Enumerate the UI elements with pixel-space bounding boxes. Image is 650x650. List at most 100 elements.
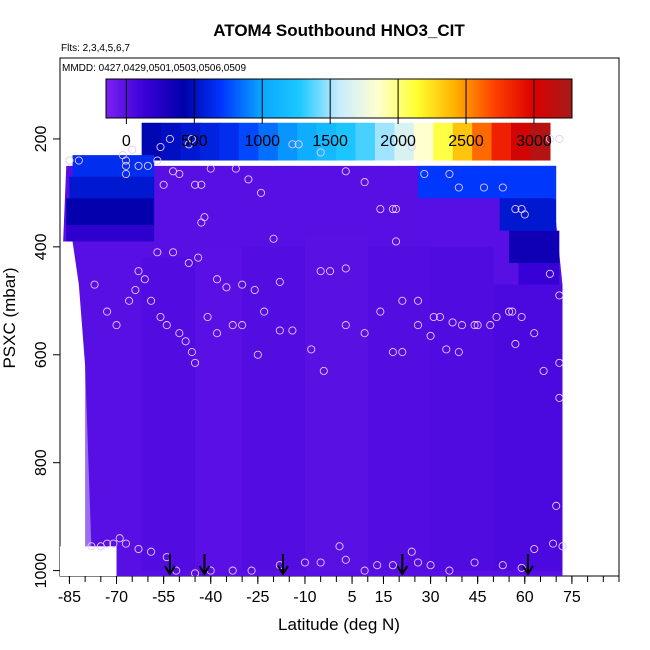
x-axis-label: Latitude (deg N) bbox=[278, 615, 400, 634]
heatmap-cell bbox=[355, 122, 376, 161]
colorbar-tick-label: 2000 bbox=[380, 133, 416, 150]
heatmap-cell bbox=[491, 122, 512, 161]
sample-point bbox=[341, 555, 350, 564]
sample-points-layer bbox=[65, 134, 567, 576]
sample-point bbox=[222, 283, 231, 292]
sample-point bbox=[341, 167, 350, 176]
sample-point bbox=[360, 329, 369, 338]
sample-point bbox=[247, 566, 256, 575]
y-tick-label: 400 bbox=[33, 233, 50, 260]
x-axis: -85 -70 -55 -40 -25 -10 5 15 30 45 60 75 bbox=[58, 576, 620, 606]
sample-point bbox=[505, 307, 514, 316]
sample-point bbox=[407, 547, 416, 556]
sample-point bbox=[203, 312, 212, 322]
sample-point bbox=[307, 345, 316, 354]
sample-point bbox=[147, 296, 156, 305]
sample-point bbox=[260, 307, 269, 316]
sample-point bbox=[153, 156, 162, 165]
sample-point bbox=[555, 134, 564, 143]
heatmap-cell bbox=[180, 122, 201, 161]
heatmap-band bbox=[430, 246, 494, 571]
x-tick-label: -25 bbox=[246, 589, 269, 606]
sample-point bbox=[376, 205, 385, 214]
sample-point bbox=[87, 542, 96, 551]
heatmap-cell bbox=[413, 122, 434, 161]
sample-point bbox=[555, 291, 564, 300]
x-tick-label: 60 bbox=[516, 589, 534, 606]
heatmap-cell bbox=[297, 122, 318, 161]
sample-point bbox=[103, 539, 112, 548]
sample-point bbox=[256, 188, 266, 197]
colorbar-tick-label: 2500 bbox=[448, 133, 484, 150]
sample-point bbox=[125, 296, 134, 305]
heatmap-band bbox=[367, 246, 431, 571]
flight-marker-head bbox=[277, 565, 289, 576]
sample-point bbox=[341, 264, 350, 273]
colorbar-tick-label: 500 bbox=[181, 133, 208, 150]
sample-point bbox=[300, 558, 310, 567]
sample-point bbox=[426, 561, 435, 570]
sample-point bbox=[445, 169, 454, 179]
heatmap-cell bbox=[199, 122, 221, 161]
heatmap-cell bbox=[66, 198, 155, 226]
sample-point bbox=[341, 321, 350, 330]
flights-note: Flts: 2,3,4,5,6,7 bbox=[61, 43, 130, 54]
sample-point bbox=[360, 566, 369, 575]
sample-point bbox=[253, 350, 262, 359]
sample-point bbox=[498, 183, 507, 192]
sample-point bbox=[435, 312, 445, 322]
y-tick-label: 200 bbox=[33, 125, 50, 152]
sample-point bbox=[175, 169, 184, 179]
sample-point bbox=[413, 321, 423, 330]
sample-point bbox=[121, 161, 130, 170]
sample-point bbox=[156, 312, 165, 322]
sample-point bbox=[530, 544, 539, 554]
heatmap-cell bbox=[219, 122, 240, 161]
flight-marker-head bbox=[198, 565, 211, 576]
sample-point bbox=[134, 267, 143, 276]
x-tick-label: -70 bbox=[105, 589, 128, 606]
sample-point bbox=[457, 321, 467, 330]
heatmap-cell bbox=[316, 122, 337, 161]
sample-point bbox=[134, 544, 143, 554]
sample-point bbox=[288, 140, 297, 149]
sample-point bbox=[275, 326, 284, 335]
sample-point bbox=[165, 134, 174, 143]
sample-point bbox=[373, 561, 382, 570]
sample-point bbox=[454, 348, 463, 357]
heatmap-band bbox=[85, 257, 142, 571]
heatmap-cell bbox=[66, 225, 155, 242]
sample-point bbox=[388, 561, 397, 570]
sample-point bbox=[212, 329, 222, 338]
sample-point bbox=[143, 161, 152, 170]
sample-point bbox=[294, 140, 303, 149]
sample-point bbox=[238, 321, 247, 330]
flight-marker-head bbox=[396, 565, 409, 576]
x-tick-label: -40 bbox=[199, 589, 222, 606]
sample-point bbox=[492, 312, 501, 322]
heatmap-cell bbox=[161, 122, 182, 161]
sample-point bbox=[121, 156, 130, 165]
sample-point bbox=[398, 348, 407, 357]
x-tick-label: 45 bbox=[469, 589, 487, 606]
sample-point bbox=[326, 267, 335, 276]
sample-point bbox=[103, 307, 112, 316]
sample-point bbox=[388, 205, 397, 214]
sample-point bbox=[238, 280, 247, 289]
y-axis: 200 400 600 800 1000 bbox=[33, 125, 60, 588]
sample-point bbox=[479, 183, 489, 192]
x-tick-label: 15 bbox=[375, 589, 393, 606]
heatmap-cell bbox=[511, 122, 532, 161]
heatmap-cell bbox=[336, 122, 357, 161]
colorbar-tick-label: 1000 bbox=[244, 133, 280, 150]
sample-point bbox=[228, 321, 237, 330]
sample-point bbox=[121, 539, 130, 548]
heatmap-cell bbox=[258, 122, 279, 161]
sample-point bbox=[184, 258, 193, 268]
sample-point bbox=[388, 348, 397, 357]
sample-point bbox=[413, 296, 423, 305]
sample-point bbox=[316, 558, 325, 567]
x-tick-label: -55 bbox=[152, 589, 175, 606]
sample-point bbox=[545, 269, 554, 278]
